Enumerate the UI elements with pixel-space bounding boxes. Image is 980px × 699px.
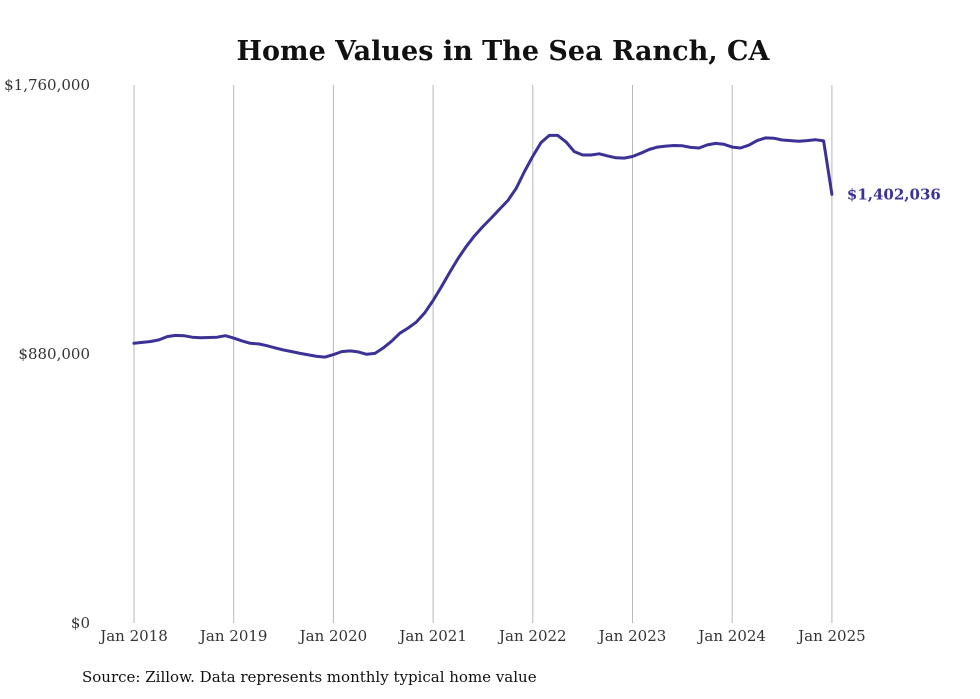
x-tick-label: Jan 2023 — [597, 627, 667, 645]
x-tick-label: Jan 2018 — [98, 627, 168, 645]
source-note: Source: Zillow. Data represents monthly … — [82, 668, 537, 686]
y-tick-label: $1,760,000 — [4, 76, 90, 94]
x-tick-label: Jan 2024 — [696, 627, 766, 645]
grid-lines — [133, 85, 833, 623]
x-tick-label: Jan 2025 — [796, 627, 866, 645]
x-tick-label: Jan 2022 — [497, 627, 567, 645]
x-tick-label: Jan 2021 — [397, 627, 467, 645]
x-tick-label: Jan 2019 — [198, 627, 268, 645]
y-tick-label: $0 — [71, 614, 90, 632]
end-value-label: $1,402,036 — [847, 185, 941, 203]
y-axis: $0 $880,000 $1,760,000 — [4, 76, 90, 632]
y-tick-label: $880,000 — [18, 345, 90, 363]
x-tick-label: Jan 2020 — [298, 627, 368, 645]
x-axis: Jan 2018 Jan 2019 Jan 2020 Jan 2021 Jan 2022… — [98, 627, 865, 645]
series-line-home-value — [132, 133, 834, 359]
chart-title: Home Values in The Sea Ranch, CA — [237, 36, 771, 67]
